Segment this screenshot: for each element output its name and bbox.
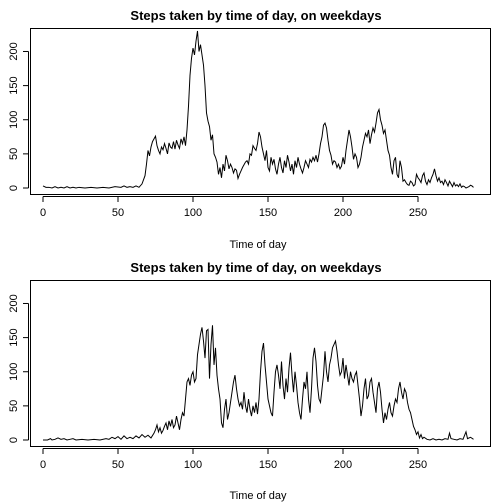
chart-title: Steps taken by time of day, on weekdays (130, 8, 381, 23)
x-tick-label: 50 (112, 459, 124, 471)
x-axis: 0 50 100 150 200 250 (40, 196, 427, 219)
y-tick-label: 200 (8, 294, 20, 312)
panel-1: Steps taken by time of day, on weekdays … (8, 8, 491, 251)
y-axis: 0 50 100 150 200 (8, 294, 29, 443)
chart-title: Steps taken by time of day, on weekdays (130, 260, 381, 275)
y-tick-label: 0 (8, 185, 20, 191)
x-axis: 0 50 100 150 200 250 (40, 448, 427, 471)
y-tick-label: 200 (8, 42, 20, 60)
x-tick-label: 250 (409, 207, 427, 219)
x-tick-label: 100 (184, 459, 202, 471)
x-tick-label: 150 (259, 207, 277, 219)
x-tick-label: 50 (112, 207, 124, 219)
x-tick-label: 150 (259, 459, 277, 471)
x-tick-label: 0 (40, 207, 46, 219)
series-line (42, 30, 474, 189)
x-tick-label: 100 (184, 207, 202, 219)
y-tick-label: 100 (8, 363, 20, 381)
x-axis-label: Time of day (229, 239, 287, 251)
y-tick-label: 150 (8, 328, 20, 346)
panel-2: Steps taken by time of day, on weekdays … (8, 260, 491, 502)
y-tick-label: 50 (8, 148, 20, 160)
x-axis-label: Time of day (229, 490, 287, 502)
y-tick-label: 50 (8, 400, 20, 412)
y-tick-label: 150 (8, 76, 20, 94)
series-line (43, 325, 474, 441)
x-tick-label: 250 (409, 459, 427, 471)
plot-frame (30, 280, 491, 447)
x-tick-label: 200 (334, 459, 352, 471)
x-tick-label: 0 (40, 459, 46, 471)
x-tick-label: 200 (334, 207, 352, 219)
y-tick-label: 100 (8, 111, 20, 129)
y-tick-label: 0 (8, 437, 20, 443)
y-axis: 0 50 100 150 200 (8, 42, 29, 191)
plot-frame (30, 28, 491, 195)
